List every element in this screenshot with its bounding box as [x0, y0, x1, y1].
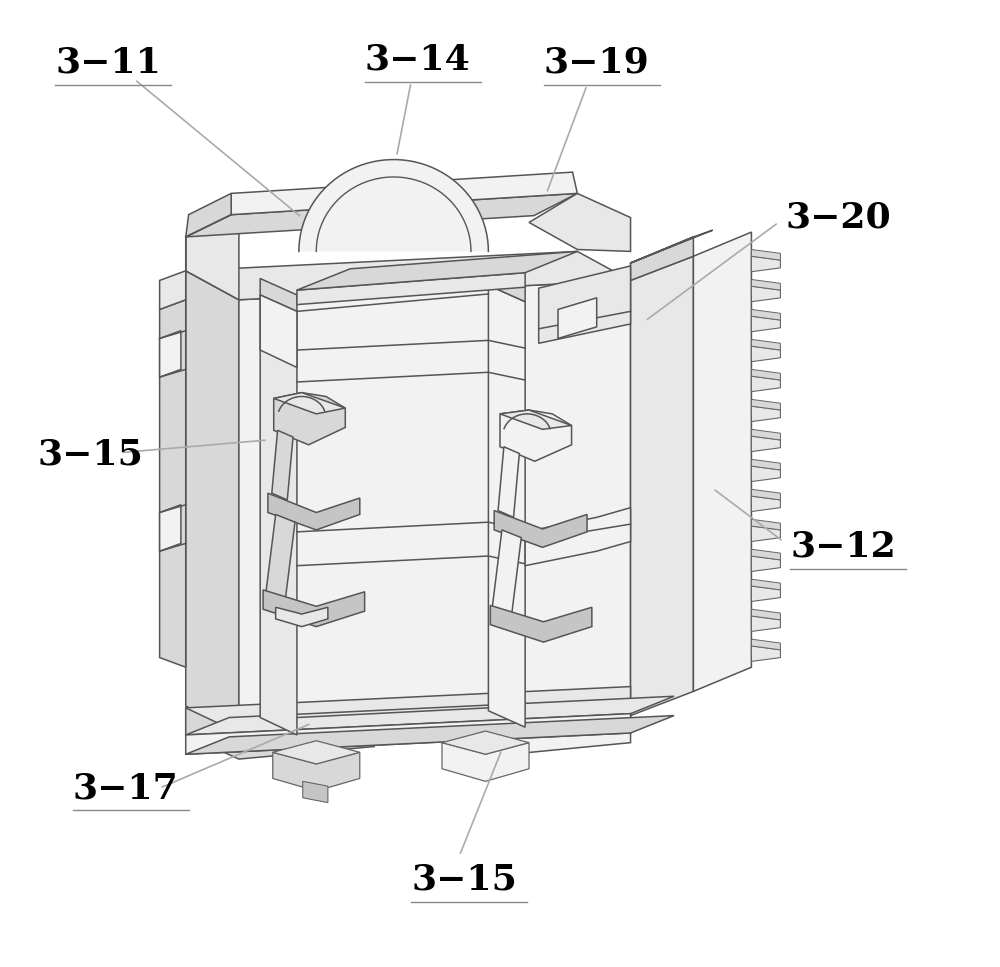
Polygon shape	[751, 496, 780, 512]
Polygon shape	[751, 489, 780, 500]
Polygon shape	[490, 605, 592, 642]
Polygon shape	[274, 393, 345, 414]
Polygon shape	[751, 459, 780, 470]
Polygon shape	[488, 285, 525, 727]
Polygon shape	[186, 687, 631, 735]
Polygon shape	[525, 508, 631, 566]
Polygon shape	[751, 466, 780, 482]
Polygon shape	[751, 376, 780, 392]
Polygon shape	[751, 639, 780, 650]
Polygon shape	[529, 193, 631, 251]
Polygon shape	[272, 430, 293, 500]
Polygon shape	[539, 266, 631, 343]
Polygon shape	[432, 714, 631, 756]
Polygon shape	[751, 556, 780, 571]
Polygon shape	[186, 708, 374, 759]
Polygon shape	[297, 273, 525, 305]
Polygon shape	[186, 696, 674, 735]
Polygon shape	[751, 549, 780, 560]
Polygon shape	[231, 172, 577, 215]
Polygon shape	[442, 743, 529, 781]
Polygon shape	[751, 279, 780, 290]
Polygon shape	[631, 237, 693, 280]
Polygon shape	[500, 410, 572, 429]
Polygon shape	[500, 410, 572, 461]
Polygon shape	[274, 393, 345, 445]
Polygon shape	[631, 256, 693, 716]
Polygon shape	[260, 295, 297, 735]
Polygon shape	[751, 526, 780, 542]
Polygon shape	[160, 331, 181, 377]
Text: 3−17: 3−17	[73, 771, 178, 806]
Polygon shape	[693, 232, 751, 691]
Polygon shape	[263, 590, 365, 627]
Polygon shape	[273, 741, 360, 764]
Polygon shape	[751, 579, 780, 590]
Polygon shape	[751, 286, 780, 302]
Polygon shape	[751, 586, 780, 601]
Polygon shape	[266, 514, 295, 600]
Polygon shape	[160, 505, 181, 551]
Polygon shape	[751, 309, 780, 320]
Text: 3−20: 3−20	[785, 200, 891, 235]
Polygon shape	[492, 530, 521, 615]
Polygon shape	[751, 616, 780, 631]
Polygon shape	[751, 316, 780, 332]
Text: 3−15: 3−15	[38, 437, 144, 472]
Polygon shape	[751, 436, 780, 452]
Polygon shape	[260, 278, 297, 311]
Polygon shape	[260, 295, 297, 367]
Polygon shape	[186, 271, 239, 735]
Text: 3−14: 3−14	[365, 43, 470, 77]
Polygon shape	[751, 406, 780, 422]
Polygon shape	[488, 269, 525, 302]
Polygon shape	[186, 193, 577, 237]
Polygon shape	[276, 607, 328, 627]
Polygon shape	[751, 346, 780, 362]
Polygon shape	[751, 399, 780, 410]
Polygon shape	[268, 493, 360, 530]
Polygon shape	[558, 298, 597, 338]
Polygon shape	[494, 511, 587, 547]
Polygon shape	[498, 447, 519, 517]
Polygon shape	[303, 781, 328, 803]
Polygon shape	[751, 609, 780, 620]
Polygon shape	[751, 429, 780, 440]
Polygon shape	[186, 215, 239, 300]
Polygon shape	[186, 193, 231, 237]
Polygon shape	[751, 249, 780, 260]
Text: 3−15: 3−15	[411, 863, 517, 897]
Polygon shape	[186, 714, 631, 754]
Polygon shape	[186, 716, 674, 754]
Polygon shape	[273, 752, 360, 791]
Polygon shape	[442, 731, 529, 754]
Text: 3−19: 3−19	[544, 45, 649, 80]
Polygon shape	[751, 339, 780, 350]
Polygon shape	[239, 280, 631, 735]
Polygon shape	[299, 160, 488, 251]
Polygon shape	[160, 300, 186, 667]
Polygon shape	[751, 369, 780, 380]
Polygon shape	[751, 256, 780, 272]
Polygon shape	[160, 271, 186, 309]
Text: 3−11: 3−11	[55, 45, 161, 80]
Polygon shape	[297, 251, 577, 290]
Polygon shape	[751, 519, 780, 530]
Polygon shape	[631, 230, 713, 263]
Text: 3−12: 3−12	[790, 529, 896, 564]
Polygon shape	[186, 251, 631, 300]
Polygon shape	[751, 646, 780, 661]
